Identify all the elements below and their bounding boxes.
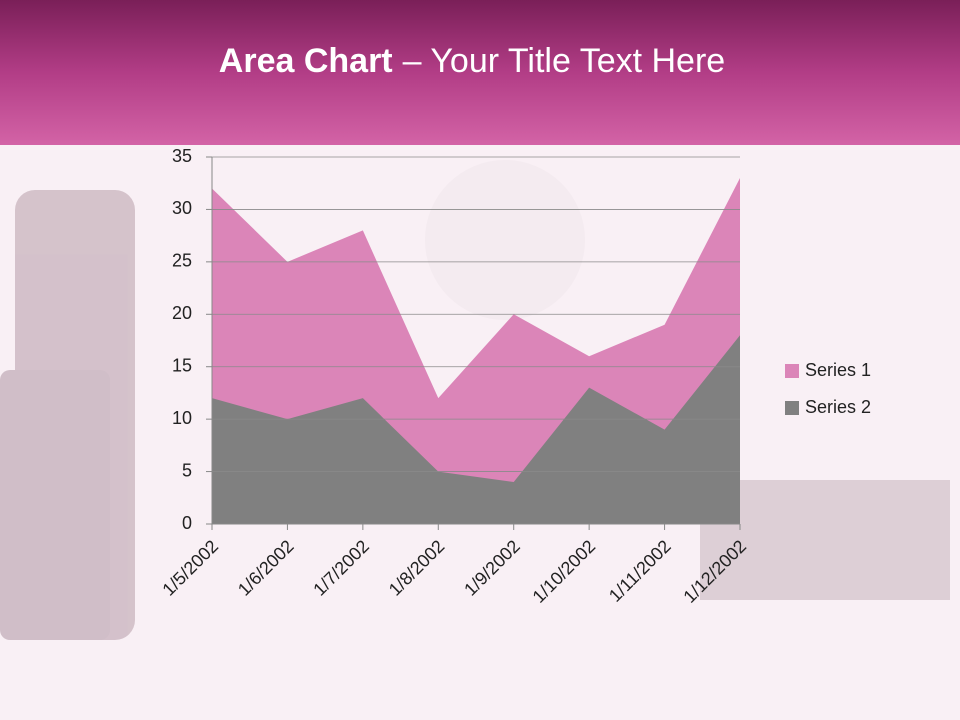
- legend-label: Series 1: [805, 360, 871, 380]
- legend-swatch: [785, 364, 799, 378]
- y-tick-label: 0: [182, 513, 192, 533]
- y-tick-label: 15: [172, 355, 192, 375]
- legend-label: Series 2: [805, 397, 871, 417]
- area: [212, 335, 740, 524]
- slide-title: Area Chart – Your Title Text Here: [219, 42, 725, 80]
- y-tick-label: 30: [172, 198, 192, 218]
- y-tick-label: 25: [172, 251, 192, 271]
- title-rest: – Your Title Text Here: [403, 42, 726, 80]
- header-band: [0, 0, 960, 145]
- title-bold: Area Chart: [219, 42, 393, 80]
- background-illustration: [0, 160, 950, 640]
- legend-swatch: [785, 401, 799, 415]
- y-tick-label: 10: [172, 408, 192, 428]
- y-tick-label: 5: [182, 460, 192, 480]
- y-tick-label: 20: [172, 303, 192, 323]
- y-tick-label: 35: [172, 146, 192, 166]
